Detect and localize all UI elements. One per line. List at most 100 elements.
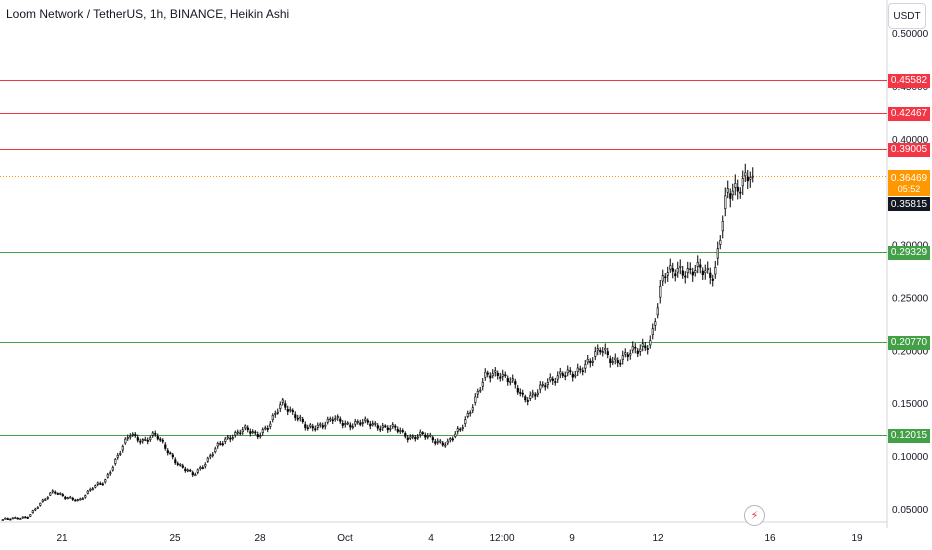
candle-body [566, 369, 569, 374]
candle-body [706, 268, 709, 270]
price-tick-label: 0.25000 [892, 293, 929, 304]
candle-body [731, 190, 734, 196]
candle-body [389, 428, 392, 430]
candle-body [729, 193, 732, 199]
candle-body [329, 418, 332, 421]
candle-body [594, 351, 597, 357]
candle-body [699, 264, 702, 268]
candle-body [506, 378, 509, 382]
candle-body [714, 267, 717, 275]
candle-body [226, 436, 229, 439]
candle-body [439, 440, 442, 443]
candle-body [249, 431, 252, 434]
candle-body [681, 270, 684, 276]
candle-body [64, 496, 67, 499]
horizontal-line-label-5: 0.12015 [888, 428, 930, 443]
candle-body [469, 412, 472, 414]
candle-body [691, 271, 694, 276]
candle-body [701, 270, 704, 276]
candle-body [414, 437, 417, 440]
candle-body [364, 418, 367, 421]
candle-body [156, 436, 159, 440]
horizontal-line-label-2: 0.39005 [888, 142, 930, 157]
candle-body [504, 374, 507, 377]
candle-body [409, 436, 412, 439]
candle-body [191, 472, 194, 476]
candle-body [476, 391, 479, 395]
candle-body [464, 419, 467, 424]
candle-body [484, 371, 487, 378]
candle-body [636, 350, 639, 354]
candle-body [614, 357, 617, 361]
candle-body [501, 373, 504, 377]
candle-body [116, 454, 119, 458]
candle-body [411, 435, 414, 438]
candle-body [634, 347, 637, 349]
candle-body [619, 362, 622, 365]
candle-body [336, 416, 339, 418]
candle-body [299, 416, 302, 419]
candle-body [751, 175, 754, 178]
candle-body [371, 423, 374, 426]
candle-body [131, 433, 134, 436]
candle-body [284, 403, 287, 408]
candle-body [344, 423, 347, 425]
candle-body [1, 519, 4, 521]
candle-body [611, 361, 614, 363]
candle-body [41, 499, 44, 502]
candle-body [679, 266, 682, 268]
candle-body [289, 409, 292, 411]
candle-body [119, 453, 122, 455]
candle-body [734, 183, 737, 188]
candle-body [261, 429, 264, 433]
candle-body [709, 272, 712, 278]
candle-body [334, 418, 337, 420]
candle-body [84, 495, 87, 498]
candle-body [434, 441, 437, 444]
candle-body [601, 351, 604, 353]
currency-button[interactable]: USDT [888, 3, 926, 29]
candle-body [74, 499, 77, 502]
candle-body [446, 440, 449, 444]
candle-body [246, 427, 249, 431]
candle-body [456, 428, 459, 432]
time-tick-label: 21 [56, 533, 68, 544]
candle-body [401, 430, 404, 432]
candle-body [166, 450, 169, 454]
candle-body [599, 349, 602, 353]
candle-body [591, 360, 594, 363]
candle-body [379, 428, 382, 431]
candle-body [24, 516, 27, 519]
chart-title: Loom Network / TetherUS, 1h, BINANCE, He… [6, 7, 290, 21]
candle-body [179, 464, 182, 466]
candle-body [666, 272, 669, 276]
candle-body [556, 375, 559, 380]
candle-body [126, 437, 129, 439]
lightning-icon[interactable]: ⚡ [744, 505, 765, 526]
candle-body [359, 422, 362, 425]
candle-body [111, 467, 114, 471]
candle-body [129, 435, 132, 438]
candle-body [16, 517, 19, 520]
candle-body [629, 353, 632, 356]
price-tick-label: 0.15000 [892, 399, 929, 410]
horizontal-line-label-3: 0.29329 [888, 245, 930, 260]
horizontal-lines-layer [0, 80, 887, 436]
candle-body [404, 433, 407, 437]
candle-body [306, 427, 309, 430]
candle-body [86, 490, 89, 494]
candle-body [541, 383, 544, 386]
candle-body [461, 427, 464, 429]
candle-body [189, 469, 192, 472]
time-tick-label: Oct [337, 533, 353, 544]
candle-body [604, 348, 607, 351]
price-tick-label: 0.05000 [892, 505, 929, 516]
candle-body [381, 425, 384, 429]
candle-body [136, 437, 139, 441]
candle-body [176, 463, 179, 465]
candle-body [684, 275, 687, 278]
candle-body [474, 396, 477, 403]
candle-body [584, 364, 587, 369]
candle-body [144, 439, 147, 441]
